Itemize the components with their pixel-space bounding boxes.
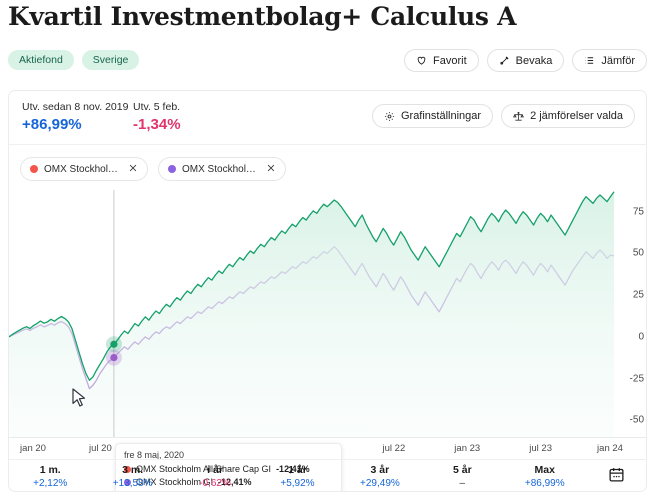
chart-action-buttons: Grafinställningar 2 jämförelser valda (371, 104, 635, 128)
tab-value: – (459, 478, 466, 489)
tag-aktiefond[interactable]: Aktiefond (8, 50, 74, 70)
tab-value: +86,99% (524, 478, 565, 489)
tooltip-row: Kvartil Investmentbolag+ Calculus A -4,4… (124, 489, 333, 491)
favorit-button[interactable]: Favorit (404, 49, 479, 72)
favorit-label: Favorit (433, 54, 467, 67)
grafinstallningar-button[interactable]: Grafinställningar (371, 104, 494, 128)
y-tick-label: 50 (632, 247, 644, 259)
x-tick-label: jul 20 (89, 443, 112, 454)
x-tick-label: jan 23 (454, 443, 481, 454)
tab-label: Max (534, 464, 555, 476)
bevaka-button[interactable]: Bevaka (486, 49, 565, 72)
stat-label: Utv. 5 feb. (133, 101, 181, 113)
tab-3y[interactable]: 3 år +29,49% (339, 460, 421, 491)
stat-label: Utv. sedan 8 nov. 2019 (22, 101, 129, 113)
tooltip-row: OMX Stockholm GI -12,41% (124, 476, 333, 489)
tab-label: 3 m. (122, 464, 144, 476)
tag-sverige[interactable]: Sverige (81, 50, 140, 70)
chip-label: OMX Stockholm... (44, 163, 120, 175)
y-tick-label: -25 (629, 373, 644, 385)
mouse-cursor (72, 388, 87, 414)
chart-tooltip: fre 8 maj, 2020 OMX Stockholm All-Share … (115, 443, 342, 491)
chip-color-dot (168, 165, 176, 173)
tab-label: 1 år (288, 464, 307, 476)
period-tabs: 1 m. +2,12% 3 m. +13,58% i år -0,62% 1 å… (9, 459, 646, 491)
list-icon (584, 55, 595, 66)
scales-icon (513, 111, 525, 122)
series-color-dot (124, 479, 131, 486)
x-tick-label: jan 20 (20, 443, 46, 454)
tooltip-series-value: -12,41% (218, 477, 252, 487)
stat-value: +86,99% (22, 116, 82, 133)
tooltip-series-value: -12,41% (276, 464, 310, 474)
tab-max[interactable]: Max +86,99% (504, 460, 586, 491)
tab-value: +2,12% (33, 478, 68, 489)
x-tick-label: jul 22 (382, 443, 406, 454)
price-chart[interactable]: 75 50 25 0 -25 -50 (9, 190, 647, 437)
header-actions: Favorit Bevaka Jämför (404, 49, 647, 72)
stat-daily: Utv. 5 feb. -1,34% (133, 101, 181, 133)
tab-1y[interactable]: 1 år +5,92% (256, 460, 338, 491)
tab-label: i år (207, 464, 223, 476)
series-line (9, 191, 615, 381)
tooltip-series-name: Kvartil Investmentbolag+ Calculus A (136, 489, 280, 491)
tab-label: 5 år (452, 464, 472, 476)
tab-3m[interactable]: 3 m. +13,58% (91, 460, 173, 491)
series-area (9, 191, 614, 437)
tab-label: 1 m. (39, 464, 61, 476)
stats-bar: Utv. sedan 8 nov. 2019 +86,99% Utv. 5 fe… (9, 91, 646, 145)
tooltip-series-name: OMX Stockholm GI (136, 477, 214, 487)
tag-list: Aktiefond Sverige (8, 50, 140, 70)
x-tick-label: jan 24 (597, 443, 623, 454)
chip-omx-all-share[interactable]: OMX Stockholm... (20, 157, 148, 181)
hover-markers (105, 336, 122, 366)
stat-value: -1,34% (133, 116, 181, 133)
tooltip-row: OMX Stockholm All-Share Cap GI -12,41% (124, 463, 333, 476)
jamfor-label: Jämför (601, 54, 635, 67)
tab-value: +29,49% (360, 478, 400, 489)
tooltip-series-name: OMX Stockholm All-Share Cap GI (136, 464, 272, 474)
gear-icon (384, 111, 395, 122)
jamforelser-button[interactable]: 2 jämförelser valda (501, 104, 635, 128)
tooltip-date: fre 8 maj, 2020 (124, 450, 185, 460)
chart-card: Utv. sedan 8 nov. 2019 +86,99% Utv. 5 fe… (8, 90, 647, 492)
page-title: Kvartil Investmentbolag+ Calculus A (8, 2, 517, 31)
tab-value: +13,58% (112, 478, 153, 489)
tab-ytd[interactable]: i år -0,62% (174, 460, 256, 491)
tab-value: -0,62% (199, 478, 231, 489)
chip-color-dot (30, 165, 38, 173)
y-tick-label: 0 (638, 331, 644, 343)
close-icon[interactable] (266, 163, 276, 176)
calendar-icon (608, 466, 625, 488)
comparison-chips: OMX Stockholm... OMX Stockholm... (20, 157, 286, 181)
tab-value: +5,92% (280, 478, 315, 489)
bell-icon (499, 55, 510, 66)
chip-omx-gi[interactable]: OMX Stockholm... (158, 157, 286, 181)
tab-1m[interactable]: 1 m. +2,12% (9, 460, 91, 491)
heart-icon (416, 55, 427, 66)
y-tick-label: 25 (632, 289, 644, 301)
series-color-dot (124, 466, 131, 473)
close-icon[interactable] (128, 163, 138, 176)
tab-label: 3 år (370, 464, 390, 476)
stat-since-inception: Utv. sedan 8 nov. 2019 +86,99% (22, 101, 128, 133)
jamforelser-label: 2 jämförelser valda (530, 110, 623, 122)
tab-5y[interactable]: 5 år – (421, 460, 503, 491)
y-tick-label: -50 (629, 414, 644, 426)
chart-svg[interactable] (9, 190, 647, 437)
chip-label: OMX Stockholm... (182, 163, 258, 175)
x-tick-label: jul 23 (529, 443, 552, 454)
grafinstallningar-label: Grafinställningar (400, 110, 482, 122)
jamfor-button[interactable]: Jämför (572, 49, 647, 72)
bevaka-label: Bevaka (515, 54, 553, 67)
calendar-button[interactable] (586, 460, 646, 491)
y-tick-label: 75 (632, 206, 644, 218)
tooltip-series-value: -4,42% (285, 489, 314, 491)
